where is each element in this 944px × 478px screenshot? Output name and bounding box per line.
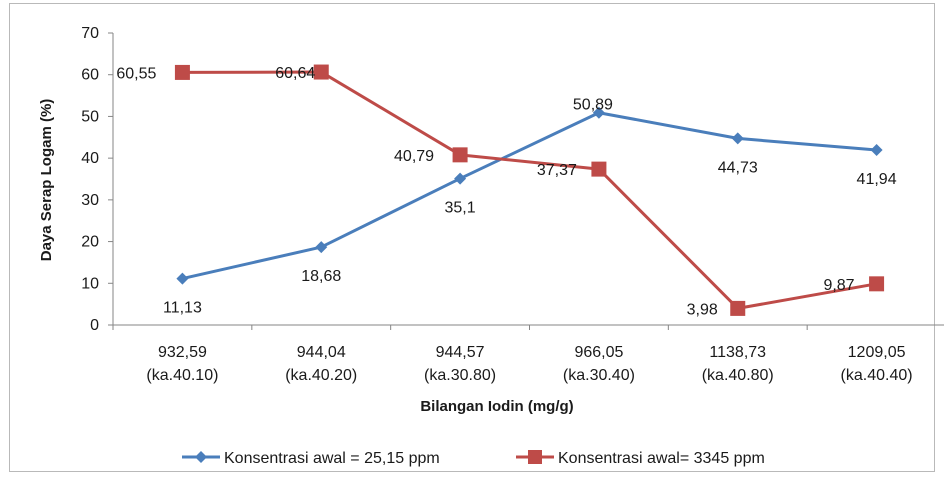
- data-label: 9,87: [823, 277, 854, 294]
- data-label: 60,55: [116, 65, 156, 82]
- x-tick-label-line: 1209,05: [848, 344, 906, 361]
- series-layer: [174, 64, 885, 316]
- data-point-square: [730, 300, 746, 316]
- legend-label: Konsentrasi awal = 25,15 ppm: [224, 450, 440, 467]
- data-label: 44,73: [718, 159, 758, 176]
- data-label: 11,13: [163, 300, 202, 317]
- series-line-2: [182, 70, 877, 310]
- y-tick-label: 10: [81, 275, 99, 292]
- x-tick-label-line: 1138,73: [709, 344, 766, 361]
- data-point-square: [174, 64, 190, 80]
- data-label: 18,68: [301, 268, 341, 285]
- data-point-square: [591, 161, 607, 177]
- x-tick-label-line: (ka.40.80): [702, 367, 774, 384]
- data-point-diamond: [592, 106, 605, 119]
- x-tick-label: 944,04 (ka.40.20): [285, 344, 357, 384]
- data-point-diamond: [315, 241, 328, 254]
- y-tick-label: 70: [81, 25, 99, 42]
- y-tick-label: 20: [81, 234, 99, 251]
- x-tick-label-line: (ka.30.80): [424, 367, 496, 384]
- x-tick-label-line: 932,59: [158, 344, 207, 361]
- x-tick-label: 1138,73 (ka.40.80): [702, 344, 774, 384]
- data-label: 50,89: [573, 97, 613, 114]
- chart-frame: [9, 3, 935, 472]
- x-tick-label-line: (ka.40.40): [841, 367, 913, 384]
- x-tick-label-line: (ka.40.10): [146, 367, 218, 384]
- legend-marker-square: [528, 450, 542, 464]
- data-label: 60,64: [275, 65, 315, 82]
- data-label: 3,98: [687, 301, 718, 318]
- data-point-square: [452, 147, 468, 163]
- series-line-1: [182, 111, 877, 281]
- x-tick-label: 1209,05 (ka.40.40): [841, 344, 913, 384]
- data-label: 41,94: [857, 171, 897, 188]
- data-point-diamond: [870, 144, 883, 157]
- data-labels: 11,13 18,68 35,1 50,89 44,73 41,94 60,55 60,64 4…: [116, 65, 896, 318]
- x-tick-label: 944,57 (ka.30.80): [424, 344, 496, 384]
- y-tick-label: 30: [81, 192, 99, 209]
- y-tick-label: 50: [81, 108, 99, 125]
- data-point-diamond: [454, 172, 467, 185]
- x-tick-label-line: 966,05: [574, 344, 623, 361]
- x-tick-label-line: 944,04: [297, 344, 346, 361]
- y-tick-label: 60: [81, 67, 99, 84]
- y-tick-label: 40: [81, 150, 99, 167]
- x-tick-label-line: (ka.40.20): [285, 367, 357, 384]
- axes: 0 10 20 30 40 50 60 70 932,59 (ka.40.10) 944,04 (ka…: [81, 25, 944, 384]
- legend: Konsentrasi awal = 25,15 ppm Konsentrasi …: [182, 450, 765, 467]
- data-point-diamond: [176, 272, 189, 285]
- data-label: 40,79: [394, 148, 434, 165]
- data-point-square: [869, 276, 885, 292]
- x-axis-title: Bilangan Iodin (mg/g): [420, 398, 573, 415]
- y-tick-label: 0: [90, 317, 99, 334]
- x-tick-label: 966,05 (ka.30.40): [563, 344, 635, 384]
- x-tick-label-line: 944,57: [436, 344, 485, 361]
- legend-label: Konsentrasi awal= 3345 ppm: [558, 450, 765, 467]
- data-point-diamond: [731, 132, 744, 145]
- data-label: 35,1: [445, 200, 476, 217]
- x-tick-label-line: (ka.30.40): [563, 367, 635, 384]
- y-axis-title: Daya Serap Logam (%): [38, 99, 55, 262]
- data-point-square: [313, 64, 329, 80]
- data-label: 37,37: [537, 162, 577, 179]
- x-tick-label: 932,59 (ka.40.10): [146, 344, 218, 384]
- legend-marker-diamond: [195, 451, 207, 463]
